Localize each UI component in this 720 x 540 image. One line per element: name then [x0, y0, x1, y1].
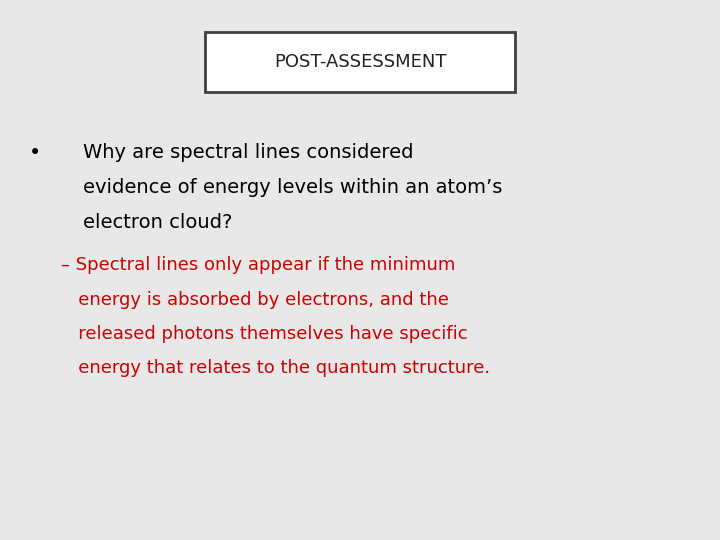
- Text: energy that relates to the quantum structure.: energy that relates to the quantum struc…: [61, 359, 490, 376]
- Text: •: •: [29, 143, 41, 163]
- Text: electron cloud?: electron cloud?: [83, 213, 232, 232]
- Text: released photons themselves have specific: released photons themselves have specifi…: [61, 325, 468, 342]
- FancyBboxPatch shape: [205, 32, 515, 92]
- Text: energy is absorbed by electrons, and the: energy is absorbed by electrons, and the: [61, 291, 449, 308]
- Text: Why are spectral lines considered: Why are spectral lines considered: [83, 143, 413, 162]
- Text: evidence of energy levels within an atom’s: evidence of energy levels within an atom…: [83, 178, 502, 197]
- Text: POST-ASSESSMENT: POST-ASSESSMENT: [274, 53, 446, 71]
- Text: – Spectral lines only appear if the minimum: – Spectral lines only appear if the mini…: [61, 256, 456, 274]
